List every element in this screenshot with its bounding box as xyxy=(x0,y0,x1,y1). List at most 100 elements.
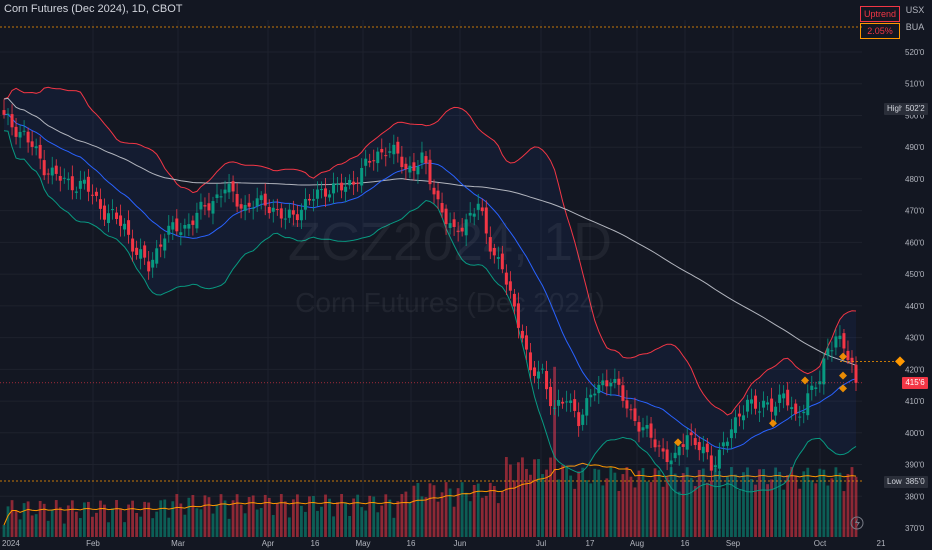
volume-bar xyxy=(215,504,219,537)
candle xyxy=(745,394,749,418)
candle-body xyxy=(18,131,22,138)
candle xyxy=(597,375,601,404)
candle xyxy=(187,213,191,237)
candle-body xyxy=(50,167,54,176)
volume-bar xyxy=(460,482,464,537)
candle xyxy=(388,142,392,158)
volume-bar xyxy=(91,516,94,537)
candle xyxy=(376,147,380,172)
volume-bar xyxy=(609,467,613,537)
candle-body xyxy=(271,207,275,212)
candle-body xyxy=(786,389,790,406)
currency-label[interactable]: USX xyxy=(905,5,925,15)
candle xyxy=(319,181,323,199)
candle xyxy=(798,405,802,427)
volume-bar xyxy=(677,491,681,537)
candle xyxy=(673,442,677,462)
candle xyxy=(468,202,472,223)
volume-bar xyxy=(476,483,480,537)
candle xyxy=(814,381,818,397)
candle xyxy=(143,241,147,265)
candle xyxy=(58,166,62,192)
volume-bar xyxy=(6,506,10,537)
volume-bar xyxy=(14,510,18,537)
candle xyxy=(42,149,46,181)
candle xyxy=(98,188,102,220)
volume-bar xyxy=(432,485,436,537)
volume-bar xyxy=(428,483,432,537)
volume-bar xyxy=(86,501,90,537)
candle xyxy=(641,417,645,438)
volume-bar xyxy=(388,499,392,537)
candle-body xyxy=(408,165,412,173)
candle-body xyxy=(295,214,299,221)
candle xyxy=(794,399,798,421)
candle-body xyxy=(609,382,613,387)
uptrend-indicator-label[interactable]: Uptrend xyxy=(860,6,900,22)
time-tick-label: 16 xyxy=(681,539,690,548)
candle xyxy=(195,202,199,233)
volume-bar xyxy=(115,500,118,537)
volume-bar xyxy=(484,495,488,537)
candle xyxy=(82,171,86,190)
candle-body xyxy=(332,183,336,194)
volume-bar xyxy=(54,500,58,537)
candle xyxy=(223,180,227,203)
candle-body xyxy=(516,303,520,328)
volume-bar xyxy=(95,512,98,537)
volume-bar xyxy=(191,495,195,537)
candle-body xyxy=(625,400,629,409)
candle xyxy=(577,402,581,437)
volume-bar xyxy=(408,502,412,537)
candle-body xyxy=(834,336,838,348)
candle xyxy=(637,415,641,443)
candle xyxy=(725,437,729,453)
low-marker-value: 385'0 xyxy=(902,476,928,488)
candle-body xyxy=(725,441,729,446)
volume-bar xyxy=(352,498,356,537)
volume-bar xyxy=(456,488,460,537)
time-tick-label: Jul xyxy=(536,539,546,548)
volume-bar xyxy=(742,472,745,537)
candle-body xyxy=(90,194,94,196)
volume-bar xyxy=(798,488,802,537)
volume-bar xyxy=(464,492,468,537)
candle xyxy=(163,233,167,259)
candle-body xyxy=(717,449,721,469)
volume-bar xyxy=(754,484,757,537)
volume-bar xyxy=(774,467,778,537)
candle-body xyxy=(456,230,460,232)
volume-bar xyxy=(629,476,633,537)
volume-bar xyxy=(372,496,376,537)
candle-body xyxy=(524,335,528,350)
chart-title[interactable]: Corn Futures (Dec 2024), 1D, CBOT xyxy=(4,3,183,15)
candle xyxy=(464,213,468,247)
candle-body xyxy=(701,446,705,454)
candle-body xyxy=(46,173,50,175)
volume-bar xyxy=(404,491,408,537)
candle-body xyxy=(806,393,810,416)
volume-bar xyxy=(207,497,211,537)
time-tick-label: 21 xyxy=(877,539,886,548)
candle xyxy=(826,338,830,360)
candle xyxy=(127,210,131,244)
candle xyxy=(203,197,207,216)
candle-body xyxy=(14,126,18,137)
candle-body xyxy=(709,455,713,471)
candle-body xyxy=(537,371,541,379)
candle-body xyxy=(549,386,553,407)
candle xyxy=(372,149,376,171)
candle xyxy=(424,151,428,175)
volume-bar xyxy=(521,457,524,537)
last-price-tag: 415'6 xyxy=(902,377,928,389)
candle-body xyxy=(814,387,818,389)
candle-body xyxy=(30,141,34,147)
candle xyxy=(854,356,858,391)
candle-body xyxy=(416,166,420,175)
candle-body xyxy=(589,394,593,398)
candle xyxy=(557,389,561,417)
candle xyxy=(416,159,420,184)
volume-bar xyxy=(364,510,368,537)
unit-label[interactable]: BUA xyxy=(905,22,925,32)
